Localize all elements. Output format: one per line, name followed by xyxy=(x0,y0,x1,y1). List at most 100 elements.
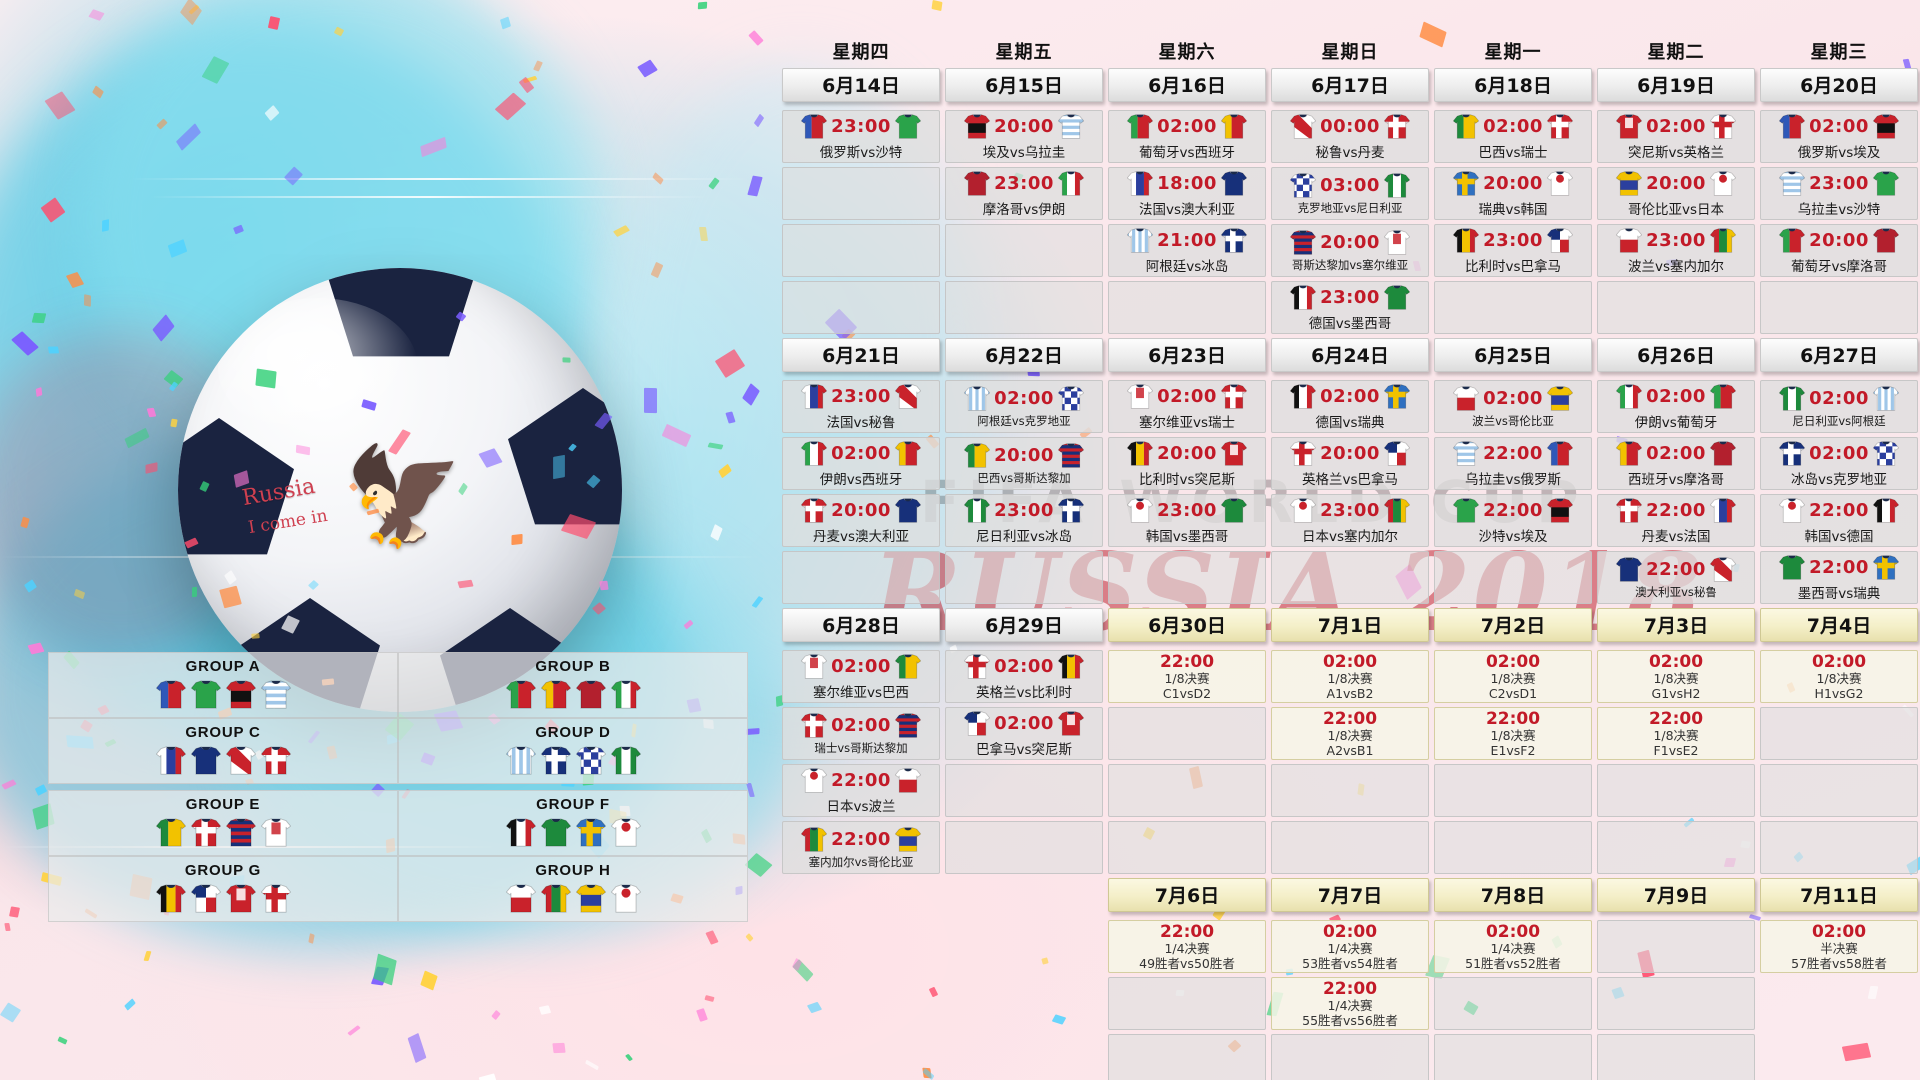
match-cell[interactable]: 02:00 伊朗vs西班牙 xyxy=(782,437,940,490)
match-cell[interactable]: 02:00 波兰vs哥伦比亚 xyxy=(1434,380,1592,433)
knockout-match-cell[interactable]: 02:00 1/8决赛 C2vsD1 xyxy=(1434,650,1592,703)
match-cell[interactable]: 23:00 日本vs塞内加尔 xyxy=(1271,494,1429,547)
date-label-4[interactable]: 7月2日 xyxy=(1434,608,1592,642)
knockout-match-cell[interactable]: 22:00 1/8决赛 A2vsB1 xyxy=(1271,707,1429,760)
match-cell[interactable]: 23:00 摩洛哥vs伊朗 xyxy=(945,167,1103,220)
date-label-6[interactable]: 6月20日 xyxy=(1760,68,1918,102)
match-cell[interactable]: 02:00 塞尔维亚vs巴西 xyxy=(782,650,940,703)
date-label-2[interactable]: 6月23日 xyxy=(1108,338,1266,372)
match-cell[interactable]: 02:00 葡萄牙vs西班牙 xyxy=(1108,110,1266,163)
date-label-5[interactable]: 6月19日 xyxy=(1597,68,1755,102)
team-jersey-icon xyxy=(1220,497,1247,524)
date-label-6[interactable]: 7月4日 xyxy=(1760,608,1918,642)
match-cell[interactable]: 20:00 葡萄牙vs摩洛哥 xyxy=(1760,224,1918,277)
match-cell[interactable]: 20:00 哥伦比亚vs日本 xyxy=(1597,167,1755,220)
date-label-1[interactable]: 6月15日 xyxy=(945,68,1103,102)
match-cell[interactable]: 02:00 巴西vs瑞士 xyxy=(1434,110,1592,163)
empty-cell xyxy=(1271,821,1429,874)
match-cell[interactable]: 02:00 巴拿马vs突尼斯 xyxy=(945,707,1103,760)
knockout-match-cell[interactable]: 02:00 1/8决赛 G1vsH2 xyxy=(1597,650,1755,703)
match-cell[interactable]: 20:00 哥斯达黎加vs塞尔维亚 xyxy=(1271,224,1429,277)
date-label-2[interactable]: 6月16日 xyxy=(1108,68,1266,102)
date-label-5[interactable]: 6月26日 xyxy=(1597,338,1755,372)
match-cell[interactable]: 21:00 阿根廷vs冰岛 xyxy=(1108,224,1266,277)
knockout-match-cell[interactable]: 02:00 1/4决赛 51胜者vs52胜者 xyxy=(1434,920,1592,973)
match-cell[interactable]: 02:00 瑞士vs哥斯达黎加 xyxy=(782,707,940,760)
knockout-match-cell[interactable]: 22:00 1/8决赛 E1vsF2 xyxy=(1434,707,1592,760)
date-label-3[interactable]: 6月17日 xyxy=(1271,68,1429,102)
group-box-group-g[interactable]: GROUP G xyxy=(48,856,398,922)
date-label-6[interactable]: 6月27日 xyxy=(1760,338,1918,372)
match-cell[interactable]: 22:00 日本vs波兰 xyxy=(782,764,940,817)
match-cell[interactable]: 20:00 埃及vs乌拉圭 xyxy=(945,110,1103,163)
date-label-0[interactable]: 7月11日 xyxy=(1760,878,1918,912)
match-cell[interactable]: 22:00 墨西哥vs瑞典 xyxy=(1760,551,1918,604)
match-cell[interactable]: 22:00 澳大利亚vs秘鲁 xyxy=(1597,551,1755,604)
group-box-group-a[interactable]: GROUP A xyxy=(48,652,398,718)
knockout-match-cell[interactable]: 02:00 1/8决赛 H1vsG2 xyxy=(1760,650,1918,703)
date-label-0[interactable]: 6月14日 xyxy=(782,68,940,102)
knockout-match-cell[interactable]: 22:00 1/8决赛 C1vsD2 xyxy=(1108,650,1266,703)
group-box-group-b[interactable]: GROUP B xyxy=(398,652,748,718)
match-cell[interactable]: 23:00 波兰vs塞内加尔 xyxy=(1597,224,1755,277)
match-cell[interactable]: 23:00 俄罗斯vs沙特 xyxy=(782,110,940,163)
date-label-4[interactable]: 7月8日 xyxy=(1434,878,1592,912)
date-label-2[interactable]: 7月6日 xyxy=(1108,878,1266,912)
match-cell[interactable]: 02:00 英格兰vs比利时 xyxy=(945,650,1103,703)
knockout-match-cell[interactable]: 02:00 半决赛 57胜者vs58胜者 xyxy=(1760,920,1918,973)
match-cell[interactable]: 18:00 法国vs澳大利亚 xyxy=(1108,167,1266,220)
match-cell[interactable]: 23:00 德国vs墨西哥 xyxy=(1271,281,1429,334)
match-cell[interactable]: 02:00 西班牙vs摩洛哥 xyxy=(1597,437,1755,490)
light-streak-1 xyxy=(130,178,750,180)
match-cell[interactable]: 02:00 俄罗斯vs埃及 xyxy=(1760,110,1918,163)
knockout-match-cell[interactable]: 02:00 1/8决赛 A1vsB2 xyxy=(1271,650,1429,703)
knockout-match-cell[interactable]: 22:00 1/4决赛 55胜者vs56胜者 xyxy=(1271,977,1429,1030)
knockout-match-cell[interactable]: 22:00 1/4决赛 49胜者vs50胜者 xyxy=(1108,920,1266,973)
match-cell[interactable]: 22:00 塞内加尔vs哥伦比亚 xyxy=(782,821,940,874)
match-cell[interactable]: 22:00 沙特vs埃及 xyxy=(1434,494,1592,547)
match-cell[interactable]: 02:00 德国vs瑞典 xyxy=(1271,380,1429,433)
match-cell[interactable]: 22:00 乌拉圭vs俄罗斯 xyxy=(1434,437,1592,490)
knockout-match-cell[interactable]: 02:00 1/4决赛 53胜者vs54胜者 xyxy=(1271,920,1429,973)
match-cell[interactable]: 02:00 阿根廷vs克罗地亚 xyxy=(945,380,1103,433)
date-label-0[interactable]: 6月21日 xyxy=(782,338,940,372)
date-label-4[interactable]: 6月18日 xyxy=(1434,68,1592,102)
match-cell[interactable]: 20:00 比利时vs突尼斯 xyxy=(1108,437,1266,490)
match-cell[interactable]: 23:00 尼日利亚vs冰岛 xyxy=(945,494,1103,547)
date-label-1[interactable]: 6月22日 xyxy=(945,338,1103,372)
date-label-1[interactable]: 6月29日 xyxy=(945,608,1103,642)
group-box-group-h[interactable]: GROUP H xyxy=(398,856,748,922)
match-cell[interactable]: 03:00 克罗地亚vs尼日利亚 xyxy=(1271,167,1429,220)
date-label-5[interactable]: 7月9日 xyxy=(1597,878,1755,912)
group-box-group-e[interactable]: GROUP E xyxy=(48,790,398,856)
match-cell[interactable]: 00:00 秘鲁vs丹麦 xyxy=(1271,110,1429,163)
match-teams: 阿根廷vs克罗地亚 xyxy=(977,413,1071,428)
date-label-5[interactable]: 7月3日 xyxy=(1597,608,1755,642)
group-box-group-c[interactable]: GROUP C xyxy=(48,718,398,784)
date-label-0[interactable]: 6月28日 xyxy=(782,608,940,642)
match-cell[interactable]: 23:00 乌拉圭vs沙特 xyxy=(1760,167,1918,220)
date-label-3[interactable]: 7月7日 xyxy=(1271,878,1429,912)
knockout-match-cell[interactable]: 22:00 1/8决赛 F1vsE2 xyxy=(1597,707,1755,760)
match-cell[interactable]: 20:00 英格兰vs巴拿马 xyxy=(1271,437,1429,490)
match-cell[interactable]: 23:00 比利时vs巴拿马 xyxy=(1434,224,1592,277)
match-cell[interactable]: 20:00 丹麦vs澳大利亚 xyxy=(782,494,940,547)
match-cell[interactable]: 02:00 伊朗vs葡萄牙 xyxy=(1597,380,1755,433)
match-cell[interactable]: 23:00 韩国vs墨西哥 xyxy=(1108,494,1266,547)
match-cell[interactable]: 22:00 丹麦vs法国 xyxy=(1597,494,1755,547)
date-label-4[interactable]: 6月25日 xyxy=(1434,338,1592,372)
match-cell[interactable]: 02:00 尼日利亚vs阿根廷 xyxy=(1760,380,1918,433)
date-label-3[interactable]: 7月1日 xyxy=(1271,608,1429,642)
date-label-2[interactable]: 6月30日 xyxy=(1108,608,1266,642)
group-box-group-d[interactable]: GROUP D xyxy=(398,718,748,784)
match-cell[interactable]: 20:00 瑞典vs韩国 xyxy=(1434,167,1592,220)
match-cell[interactable]: 02:00 塞尔维亚vs瑞士 xyxy=(1108,380,1266,433)
match-cell[interactable]: 22:00 韩国vs德国 xyxy=(1760,494,1918,547)
match-cell[interactable]: 20:00 巴西vs哥斯达黎加 xyxy=(945,437,1103,490)
group-box-group-f[interactable]: GROUP F xyxy=(398,790,748,856)
date-label-3[interactable]: 6月24日 xyxy=(1271,338,1429,372)
match-cell[interactable]: 23:00 法国vs秘鲁 xyxy=(782,380,940,433)
match-cell[interactable]: 02:00 突尼斯vs英格兰 xyxy=(1597,110,1755,163)
match-cell[interactable]: 02:00 冰岛vs克罗地亚 xyxy=(1760,437,1918,490)
empty-cell xyxy=(1108,551,1266,604)
